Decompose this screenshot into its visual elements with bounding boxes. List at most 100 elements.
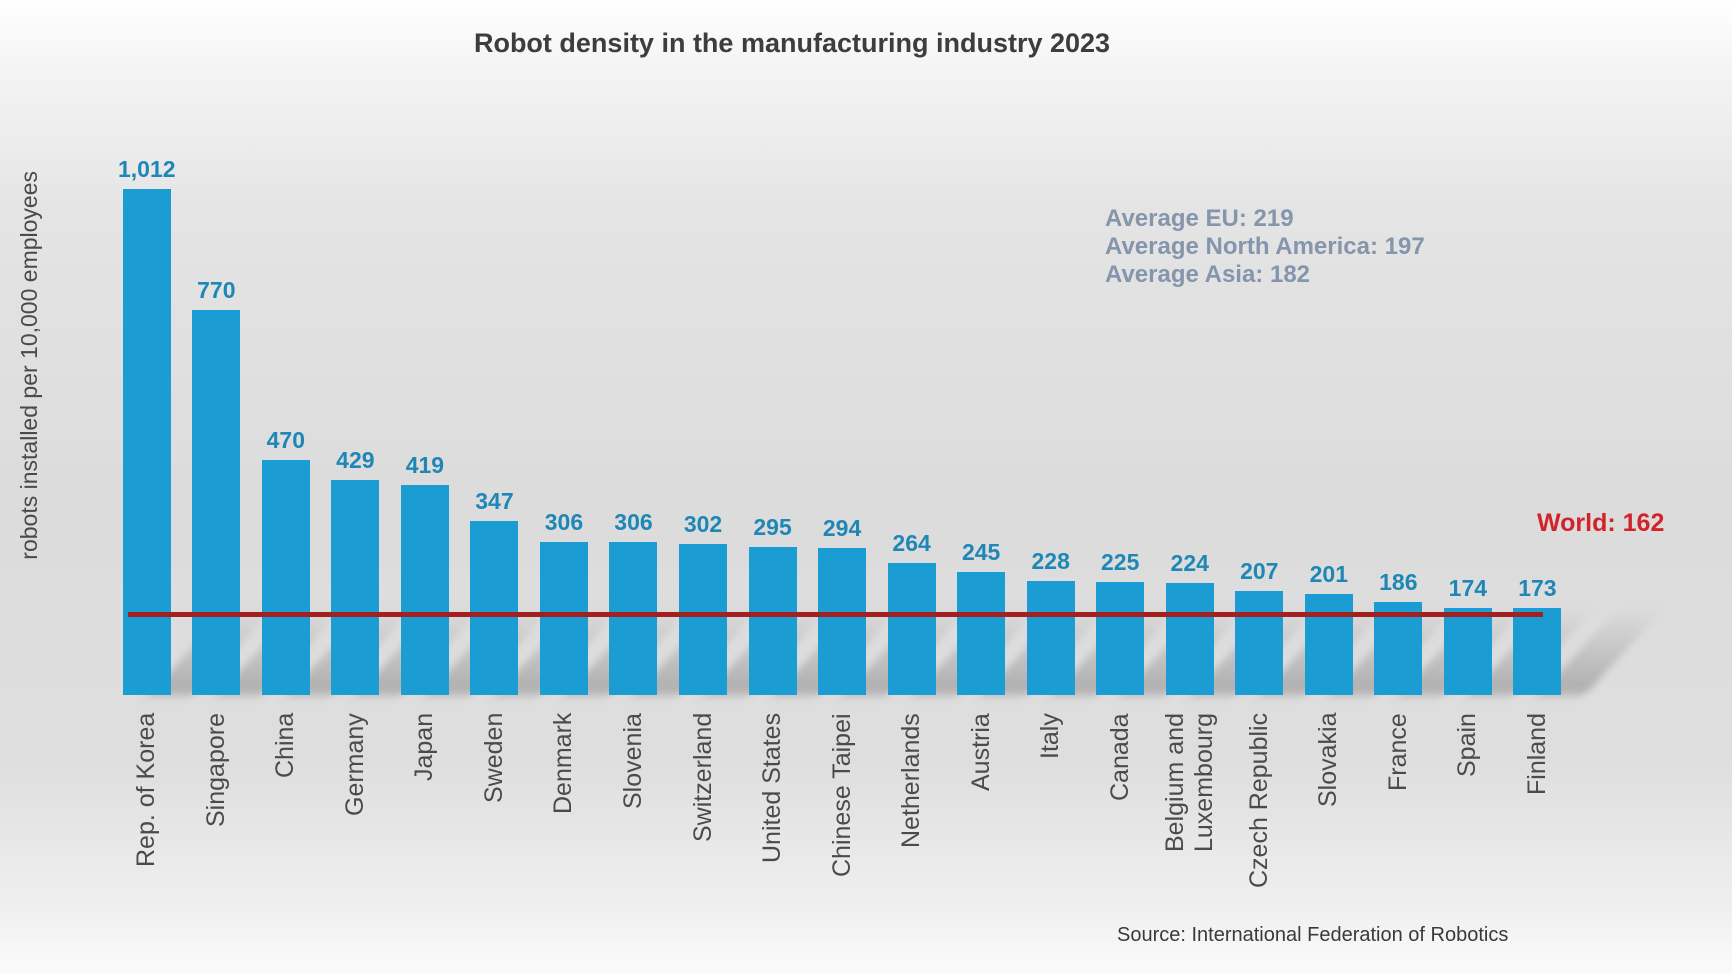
bar [1096,582,1145,695]
bar-value-label: 207 [1240,558,1279,584]
bar-value-label: 302 [683,511,723,537]
bar-slot: 264 [877,140,1039,695]
x-axis-label-text: Denmark [549,713,578,815]
source-text: Source: International Federation of Robo… [1117,924,1509,946]
bar [957,572,1006,695]
bar [1026,581,1075,695]
x-axis-label: Austria [946,713,1016,933]
bar [1165,583,1214,695]
bar [1443,608,1492,695]
x-axis-label: Sweden [460,713,530,933]
bar-slot: 173 [1503,140,1665,695]
bar-slot: 245 [946,140,1109,695]
bar-value-label: 770 [197,277,236,303]
chart-title: Robot density in the manufacturing indus… [473,28,1111,58]
bar-slot: 347 [460,140,622,695]
bar [122,189,171,695]
bar [470,521,519,695]
x-axis-label-text: France [1383,713,1412,791]
world-reference-label: World: 162 [1537,509,1665,537]
x-axis-label: France [1364,713,1434,933]
bar [1374,602,1423,695]
bar-value-label: 419 [405,452,445,478]
bar-value-label: 224 [1170,550,1209,576]
y-axis-title: robots installed per 10,000 employees [6,140,52,590]
bar-value-label: 228 [1031,548,1070,574]
bar [1304,594,1353,695]
bar-slot: 201 [1294,140,1457,695]
x-axis-label-text: Belgium and Luxembourg [1160,713,1218,852]
x-axis-label: Rep. of Korea [112,713,182,933]
bar-value-label: 201 [1309,561,1348,587]
bar-slot: 302 [668,140,831,695]
bar [748,547,797,695]
bar-slot: 225 [1085,140,1248,695]
x-axis-label: Italy [1016,713,1086,933]
bar-slot: 306 [599,140,761,695]
plot-area: 1,012 770 470 429 419 347 306 306 302 295 294 264 24… [112,140,1665,695]
bar [1235,591,1284,695]
x-axis-label-text: Germany [340,713,369,816]
x-axis-label: Switzerland [668,713,738,933]
annotation-north-america: Average North America: 197 [1105,233,1425,260]
x-axis-label-text: Czech Republic [1244,713,1273,889]
x-axis-label-text: Singapore [201,713,230,827]
x-axis-label: Finland [1503,713,1573,933]
y-axis-title-text: robots installed per 10,000 employees [15,170,42,560]
bar-slot: 306 [529,140,692,695]
x-axis-label-text: Rep. of Korea [132,713,161,868]
x-axis-label-text: Sweden [479,713,508,804]
x-axis-label: Germany [321,713,391,933]
bar-value-label: 294 [822,515,862,541]
x-axis-label-text: Italy [1036,713,1065,759]
x-axis-label: Chinese Taipei [807,713,877,933]
x-axis-label-text: Spain [1453,713,1482,777]
bar [1513,608,1562,695]
bar [539,542,588,695]
bar-slot: 207 [1225,140,1387,695]
bar [331,480,380,695]
bar-value-label: 295 [753,514,792,540]
x-axis-label: Japan [390,713,460,933]
bar-slot: 224 [1155,140,1317,695]
x-axis-label: Canada [1085,713,1155,933]
annotation-eu: Average EU: 219 [1105,205,1294,232]
x-axis-label-text: Netherlands [897,713,926,848]
bar-value-label: 429 [336,447,375,473]
x-axis-label: United States [738,713,808,933]
x-axis-label-text: China [271,713,300,779]
bar-slot: 419 [390,140,553,695]
x-axis-label-text: Finland [1522,713,1551,795]
bar-value-label: 174 [1448,575,1488,601]
x-axis-label-text: Switzerland [688,713,717,843]
bar [400,485,449,695]
x-axis-label-text: Slovenia [618,713,647,809]
bar-slot: 295 [738,140,900,695]
x-axis-label-text: Canada [1105,713,1134,801]
bar [609,542,658,695]
x-axis-label: Belgium and Luxembourg [1155,713,1225,933]
x-axis-label: China [251,713,321,933]
bar [887,563,936,695]
bar-slot: 470 [251,140,414,695]
average-annotations: Average EU: 219 Average North America: 1… [1105,205,1425,289]
bar-slot: 294 [807,140,970,695]
bar-value-label: 245 [961,539,1001,565]
x-axis-label-text: Austria [966,713,995,791]
x-axis-label: Spain [1433,713,1503,933]
bar-slot: 1,012 [112,140,275,695]
x-axis-label: Singapore [182,713,252,933]
world-reference-line [128,611,1543,617]
x-axis-label-text: Slovakia [1314,713,1343,808]
bar [818,548,867,695]
bar [261,460,310,695]
bar-value-label: 225 [1101,549,1140,575]
x-axis-label: Netherlands [877,713,947,933]
bar-value-label: 264 [892,530,931,556]
bar [679,544,728,695]
bar-value-label: 1,012 [117,156,176,182]
x-axis-label-text: United States [758,713,787,864]
x-axis-label-text: Japan [410,713,439,782]
bar-value-label: 186 [1379,569,1418,595]
bar-value-label: 347 [475,488,514,514]
